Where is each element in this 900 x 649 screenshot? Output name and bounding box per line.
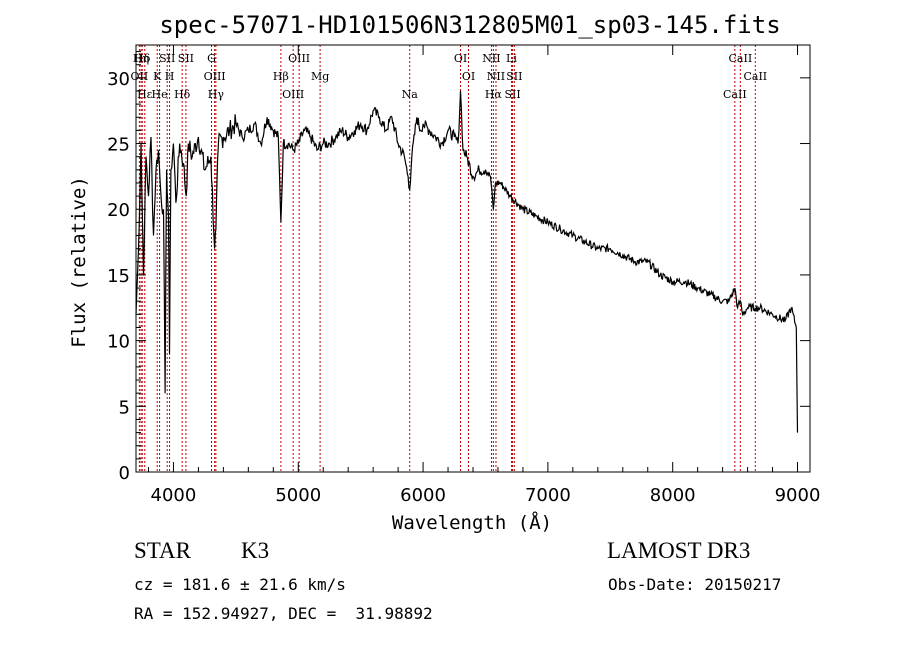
line-marker-label: Na	[402, 88, 419, 101]
y-tick-label: 0	[119, 463, 130, 484]
coordinates: RA = 152.94927, DEC = 31.98892	[134, 604, 433, 623]
spectrum-line	[135, 90, 799, 433]
line-marker-label: Mg	[311, 70, 329, 83]
line-marker-label: Li	[506, 52, 517, 65]
line-marker-label: Hδ	[174, 88, 191, 101]
plot-frame	[135, 44, 811, 473]
line-marker-label: NII	[482, 52, 500, 65]
x-tick-label: 8000	[650, 485, 696, 506]
line-marker-label: OII	[131, 70, 149, 83]
y-tick-label: 25	[107, 135, 130, 156]
line-marker-label: OIII	[282, 88, 304, 101]
x-axis-label: Wavelength (Å)	[392, 511, 552, 534]
line-marker-label: SII	[178, 52, 194, 65]
line-marker-label: CaII	[743, 70, 767, 83]
line-marker-label: G	[207, 52, 216, 65]
line-marker-label: Hβ	[273, 70, 289, 83]
spectral-line-markers	[138, 45, 756, 472]
line-marker-label: Hα	[485, 88, 503, 101]
line-marker-label: K	[153, 70, 162, 83]
x-tick-label: 7000	[525, 485, 571, 506]
x-axis-ticks: 4000 5000 6000 7000 8000 9000	[147, 45, 821, 506]
line-marker-label: SII	[159, 52, 175, 65]
line-marker-label: NII	[487, 70, 505, 83]
y-tick-label: 10	[107, 332, 130, 353]
x-tick-label: 5000	[275, 485, 321, 506]
survey-name: LAMOST DR3	[607, 538, 751, 563]
line-marker-label: H	[165, 70, 175, 83]
line-marker-label: OIII	[288, 52, 310, 65]
y-tick-label: 15	[107, 266, 130, 287]
line-marker-label: OIII	[204, 70, 226, 83]
x-tick-label: 4000	[151, 485, 197, 506]
line-marker-label: CaII	[729, 52, 753, 65]
line-marker-label: OI	[454, 52, 467, 65]
x-tick-label: 6000	[400, 485, 446, 506]
line-marker-label: Hε	[137, 88, 153, 101]
radial-velocity: cz = 181.6 ± 21.6 km/s	[134, 575, 346, 594]
observation-date: Obs-Date: 20150217	[608, 575, 782, 594]
line-marker-label: Hδ	[134, 52, 151, 65]
y-tick-label: 30	[107, 69, 130, 90]
chart-title: spec-57071-HD101506N312805M01_sp03-145.f…	[159, 11, 780, 39]
spectral-subclass: K3	[241, 538, 270, 563]
line-marker-label: Hγ	[208, 88, 225, 101]
line-marker-label: SII	[504, 88, 520, 101]
line-marker-label: He	[152, 88, 168, 101]
line-marker-label: OI	[462, 70, 475, 83]
y-axis-label: Flux (relative)	[68, 176, 90, 348]
y-axis-ticks: 0 5 10 15 20 25 30	[107, 51, 810, 484]
y-tick-label: 20	[107, 200, 130, 221]
line-marker-label: CaII	[723, 88, 747, 101]
y-tick-label: 5	[119, 397, 130, 418]
line-marker-label: SII	[506, 70, 522, 83]
spectral-line-labels: HδOIIHεHηKHeSIIHHδSIIOIIIHγGHβOIIIOIIIMg…	[131, 52, 768, 101]
line-marker-label: Hη	[133, 52, 149, 65]
x-tick-label: 9000	[775, 485, 821, 506]
object-class: STAR	[134, 538, 191, 563]
